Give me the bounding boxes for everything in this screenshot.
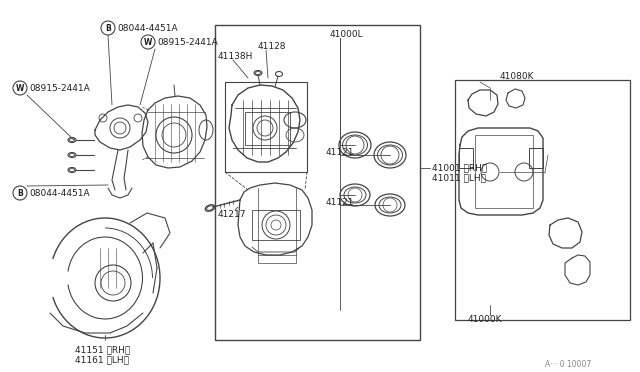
Text: 41128: 41128	[258, 42, 287, 51]
Text: 41011 〈LH〉: 41011 〈LH〉	[432, 173, 486, 182]
Bar	[225, 82, 307, 172]
Text: 41121: 41121	[326, 148, 355, 157]
Text: 08915-2441A: 08915-2441A	[157, 38, 218, 47]
Text: 08044-4451A: 08044-4451A	[29, 189, 90, 198]
Bar	[258, 255, 296, 263]
Bar	[215, 25, 420, 340]
Text: W: W	[16, 83, 24, 93]
Text: B: B	[17, 189, 23, 198]
Bar	[475, 135, 533, 208]
Text: 41121: 41121	[326, 198, 355, 207]
Text: B: B	[105, 23, 111, 32]
Text: W: W	[144, 38, 152, 46]
Bar	[459, 148, 473, 168]
Text: 08044-4451A: 08044-4451A	[117, 24, 178, 33]
Bar	[455, 80, 630, 320]
Text: A··· 0 10007: A··· 0 10007	[545, 360, 591, 369]
Text: 41217: 41217	[218, 210, 246, 219]
Text: 41000K: 41000K	[468, 315, 502, 324]
Text: 08915-2441A: 08915-2441A	[29, 84, 90, 93]
Text: 41080K: 41080K	[500, 72, 534, 81]
Bar	[252, 210, 300, 240]
Bar	[529, 148, 543, 168]
Text: 41151 〈RH〉: 41151 〈RH〉	[75, 345, 131, 354]
Text: 41161 〈LH〉: 41161 〈LH〉	[75, 355, 129, 364]
Bar	[245, 112, 290, 145]
Text: 41001 〈RH〉: 41001 〈RH〉	[432, 163, 487, 172]
Text: 41138H: 41138H	[218, 52, 253, 61]
Text: 41000L: 41000L	[330, 30, 364, 39]
